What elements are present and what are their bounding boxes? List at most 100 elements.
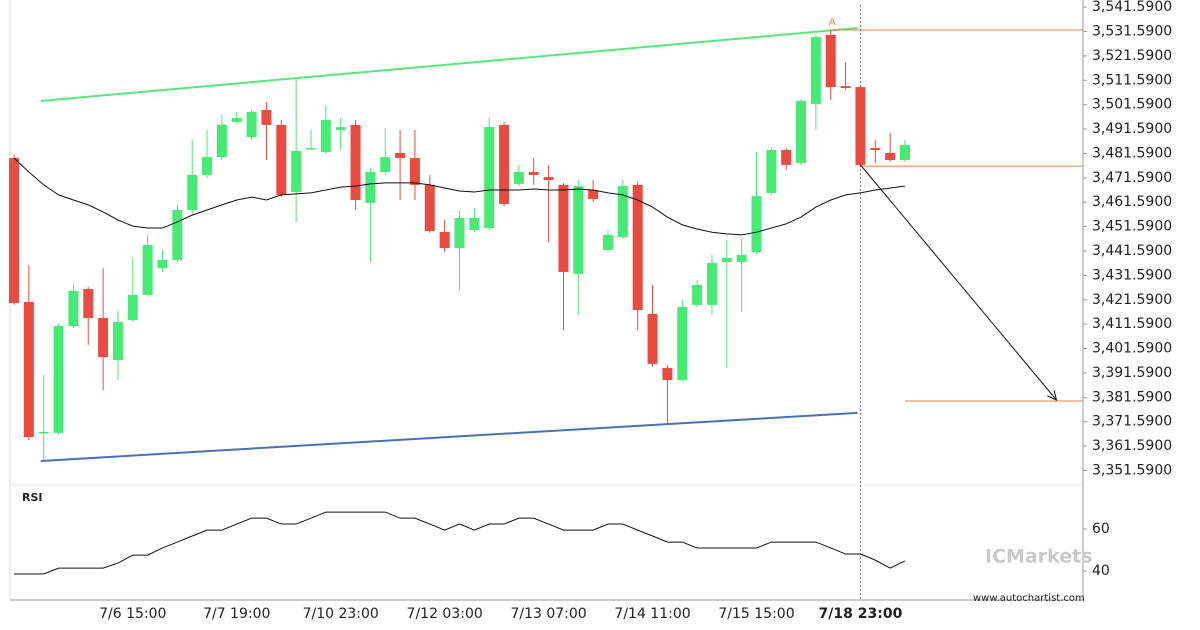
x-tick-label: 7/14 11:00 [614,606,690,622]
candle-body [469,218,480,230]
candle-body [306,148,316,150]
candle-body [335,127,346,130]
candle-body [350,124,361,200]
candle-body [721,258,732,262]
candle-body [632,184,643,310]
candle-body [692,284,703,305]
candle-body [187,174,198,210]
candle-body [825,34,836,88]
candle-body [543,177,554,180]
arrow-head [1047,390,1058,401]
annotation: A [829,17,836,28]
x-tick-label: 7/18 23:00 [819,606,903,622]
candle-body [365,171,376,203]
y-tick-label: 3,511.5900 [1092,72,1172,88]
candle-body [751,196,762,252]
candle-body [127,294,138,320]
candle-body [855,87,866,165]
y-tick-label: 3,531.5900 [1092,23,1172,39]
candle-body [395,152,406,159]
candle-body [736,254,747,262]
candle-body [840,86,851,89]
candle-body [202,157,213,175]
candle-body [603,234,613,250]
x-tick-label: 7/13 07:00 [510,606,586,622]
candle-body [677,307,688,380]
candle-body [216,124,227,158]
candle-body [647,313,658,364]
candle-body [588,190,599,200]
candle-body [231,118,242,122]
candle-body [424,184,435,231]
y-tick-label: 3,351.5900 [1092,463,1172,479]
watermark: ICMarkets [985,546,1093,568]
moving-average [13,157,906,236]
candle-body [380,157,391,172]
y-tick-label: 3,421.5900 [1092,292,1172,308]
y-tick-label: 3,481.5900 [1092,145,1172,161]
candle-body [23,301,34,438]
y-tick-label: 3,491.5900 [1092,121,1172,137]
candle-body [484,127,495,229]
candle-body [157,260,168,269]
y-tick-label: 3,401.5900 [1092,341,1172,357]
candle-body [528,171,539,175]
candle-body [38,431,49,434]
x-tick-label: 7/15 15:00 [718,606,794,622]
candle-body [83,289,94,319]
rsi-tick-label: 40 [1092,563,1110,579]
candle-body [291,150,302,192]
candle-body [9,158,19,303]
x-tick-label: 7/10 23:00 [303,606,379,622]
rsi-line [14,511,906,575]
candle-body [142,245,153,295]
y-tick-label: 3,431.5900 [1092,267,1172,283]
y-tick-label: 3,451.5900 [1092,219,1172,235]
y-tick-label: 3,441.5900 [1092,243,1172,259]
y-tick-label: 3,461.5900 [1092,194,1172,210]
candle-body [617,186,628,238]
candle-body [439,231,450,249]
resistance-line [40,27,858,102]
candle-body [261,110,272,125]
forecast-arrow [860,164,1057,401]
candle-body [796,100,807,163]
x-tick-label: 7/12 03:00 [407,606,483,622]
candle-body [706,262,717,305]
y-tick-label: 3,411.5900 [1092,316,1172,332]
candle-body [68,290,79,327]
candle-body [320,120,331,152]
candle-body [112,321,123,360]
rsi-tick-label: 60 [1092,521,1110,537]
candle-body [885,152,896,160]
candle-body [573,186,584,274]
candle-body [276,124,287,195]
y-tick-label: 3,361.5900 [1092,438,1172,454]
y-tick-label: 3,541.5900 [1092,0,1172,15]
candle-body [766,150,777,193]
y-tick-label: 3,391.5900 [1092,365,1172,381]
candle-body [558,184,569,272]
y-tick-label: 3,381.5900 [1092,389,1172,405]
candle-body [172,210,183,260]
y-tick-label: 3,521.5900 [1092,48,1172,64]
x-tick-label: 7/6 15:00 [99,606,166,622]
x-tick-label: 7/7 19:00 [203,606,270,622]
candle-body [98,318,109,358]
y-tick-label: 3,501.5900 [1092,97,1172,113]
y-tick-label: 3,471.5900 [1092,170,1172,186]
candle-body [900,145,910,160]
candle-body [662,368,673,380]
candle-body [870,148,881,150]
candle-body [454,218,465,249]
candle-body [246,111,257,138]
candle-body [53,326,64,433]
rsi-title: RSI [22,491,43,504]
candle-body [513,171,524,184]
source: www.autochartist.com [973,593,1085,604]
y-tick-label: 3,371.5900 [1092,414,1172,430]
candle-body [409,158,420,185]
support-line [40,411,858,462]
candle-body [810,37,821,104]
